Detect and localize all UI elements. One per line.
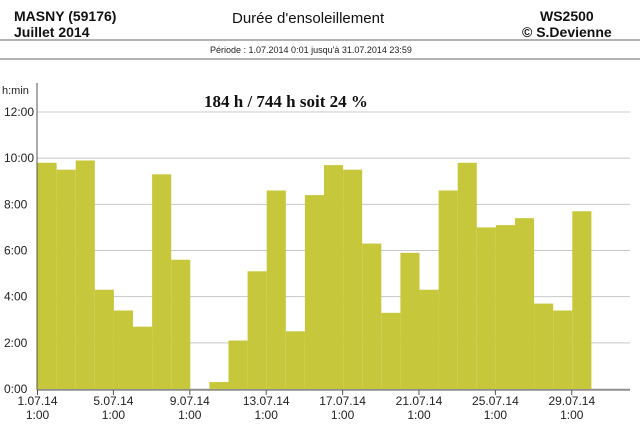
x-tick-date: 9.07.14 (170, 394, 210, 408)
bar-day-16 (324, 165, 344, 389)
bar-day-20 (400, 252, 420, 389)
y-tick-label: 6:00 (4, 244, 28, 258)
bar-day-24 (476, 227, 496, 389)
bar-day-27 (534, 303, 554, 389)
bar-day-15 (304, 195, 324, 389)
location-label: MASNY (59176) (14, 8, 117, 24)
header-lines: Période : 1.07.2014 0:01 jusqu'à 31.07.2… (0, 39, 640, 60)
bar-day-13 (266, 190, 286, 389)
bar-day-21 (419, 289, 439, 389)
author-label: © S.Devienne (522, 24, 612, 40)
total-annotation: 184 h / 744 h soit 24 % (204, 92, 368, 111)
y-tick-label: 4:00 (4, 290, 28, 304)
x-tick-date: 5.07.14 (93, 394, 133, 408)
bar-day-7 (152, 174, 172, 389)
bar-day-26 (515, 218, 535, 389)
x-tick-time: 1:00 (255, 408, 279, 422)
chart-title: Durée d'ensoleillement (232, 10, 385, 27)
x-tick-time: 1:00 (102, 408, 126, 422)
x-tick-time: 1:00 (560, 408, 584, 422)
x-tick-date: 25.07.14 (472, 394, 519, 408)
y-tick-label: 2:00 (4, 336, 28, 350)
x-tick-date: 17.07.14 (319, 394, 366, 408)
bar-day-18 (362, 243, 382, 389)
bar-day-19 (381, 312, 401, 389)
period-text: Période : 1.07.2014 0:01 jusqu'à 31.07.2… (210, 45, 412, 55)
bar-day-28 (553, 310, 573, 389)
bar-day-4 (94, 289, 114, 389)
bar-day-17 (343, 169, 363, 389)
bar-day-2 (56, 169, 76, 389)
station-label: WS2500 (540, 8, 594, 24)
y-tick-label: 8:00 (4, 197, 28, 211)
y-tick-label: 10:00 (4, 151, 34, 165)
bar-day-5 (113, 310, 133, 389)
month-label: Juillet 2014 (14, 24, 90, 40)
bar-day-10 (209, 382, 229, 389)
x-tick-time: 1:00 (407, 408, 431, 422)
bar-day-8 (171, 259, 191, 389)
y-axis-unit: h:min (2, 85, 29, 97)
x-tick-time: 1:00 (484, 408, 508, 422)
x-tick-date: 21.07.14 (396, 394, 443, 408)
bar-day-25 (495, 225, 515, 389)
bar-day-12 (247, 271, 267, 389)
bar-day-14 (285, 331, 305, 389)
bar-day-11 (228, 340, 248, 389)
bar-day-23 (457, 162, 477, 389)
bar-day-3 (75, 160, 95, 389)
bar-day-29 (572, 211, 592, 389)
x-tick-time: 1:00 (178, 408, 202, 422)
y-tick-label: 12:00 (4, 105, 34, 119)
bar-day-1 (37, 162, 57, 389)
bar-day-22 (438, 190, 458, 389)
x-tick-time: 1:00 (26, 408, 50, 422)
x-tick-date: 13.07.14 (243, 394, 290, 408)
y-tick-label: 0:00 (4, 382, 28, 396)
bar-day-6 (133, 326, 153, 389)
x-tick-time: 1:00 (331, 408, 355, 422)
x-tick-date: 29.07.14 (548, 394, 595, 408)
x-tick-date: 1.07.14 (17, 394, 57, 408)
